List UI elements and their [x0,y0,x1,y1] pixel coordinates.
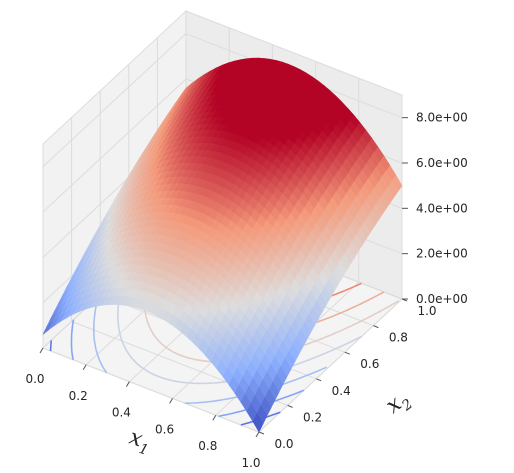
x1-axis-label: x1 [125,425,154,459]
x1-tick-mark [39,347,44,354]
z-tick-label: 0.0e+00 [416,292,468,306]
surface-plot [42,57,403,433]
x2-tick-label: 0.0 [274,437,293,451]
x2-tick-label: 0.8 [389,331,408,345]
floor-grid-x2 [42,347,260,433]
x2-tick-label: 0.6 [360,357,379,371]
x2-tick-label: 0.2 [303,410,322,424]
x2-tick-mark [344,351,350,355]
x1-tick-mark [169,398,174,404]
tick-labels: 0.00.20.40.60.81.00.00.20.40.60.81.00.0e… [25,111,467,470]
surface-patch [252,412,264,433]
z-tick-label: 8.0e+00 [416,111,468,125]
z-tick-label: 4.0e+00 [416,201,468,215]
left-grid-z [42,78,187,213]
floor-grid-x1 [258,298,403,433]
left-grid-z [42,33,187,168]
x1-tick-label: 0.2 [69,389,88,403]
x2-tick-mark [287,404,293,408]
x2-tick-mark [258,431,265,435]
x1-tick-mark [82,364,87,371]
x2-tick-mark [316,378,322,382]
x2-tick-label: 0.4 [332,384,351,398]
z-tick-label: 6.0e+00 [416,156,468,170]
x1-tick-label: 0.8 [198,439,217,453]
x1-tick-label: 0.6 [155,422,174,436]
x2-tick-mark [373,325,379,329]
x1-tick-mark [255,431,260,438]
x1-tick-label: 1.0 [241,456,260,470]
x2-tick-label: 1.0 [417,304,436,318]
x1-tick-mark [212,414,217,421]
z-tick-label: 2.0e+00 [416,247,468,261]
x1-tick-label: 0.4 [112,406,131,420]
x1-tick-label: 0.0 [25,372,44,386]
x2-axis-label: x2 [381,386,416,422]
x1-tick-mark [125,381,130,387]
